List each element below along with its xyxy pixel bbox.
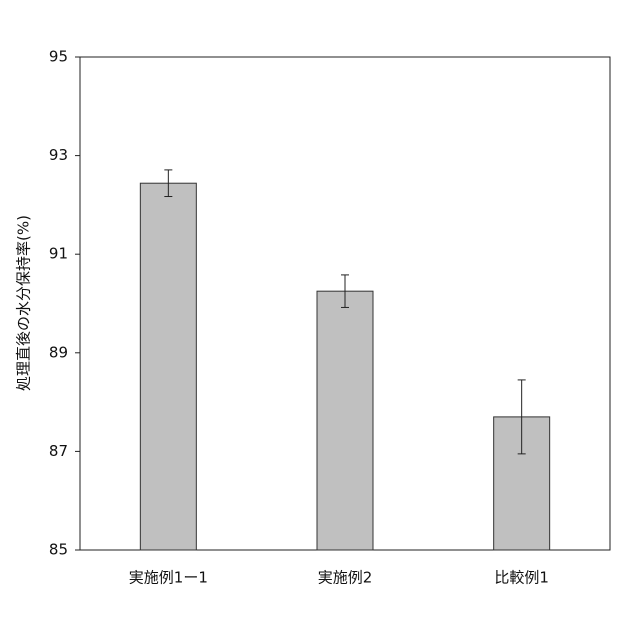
y-tick-label: 95 xyxy=(49,48,68,66)
bar xyxy=(140,183,196,550)
chart: 処理直後の水分保持率(%) 85 87 89 91 93 95 実施例1ー1 実施例2 比較例1 xyxy=(0,0,640,640)
y-tick-label: 93 xyxy=(49,146,68,164)
y-tick-label: 91 xyxy=(49,245,68,263)
x-tick-label: 比較例1 xyxy=(494,569,549,587)
x-tick-label: 実施例2 xyxy=(318,569,373,587)
y-axis-label: 処理直後の水分保持率(%) xyxy=(15,215,33,391)
y-tick-label: 85 xyxy=(49,541,68,559)
page: 処理直後の水分保持率(%) 85 87 89 91 93 95 実施例1ー1 実施例2 比較例1… xyxy=(0,0,640,644)
y-tick-label: 89 xyxy=(49,343,68,361)
x-tick-label: 実施例1ー1 xyxy=(129,569,208,587)
bar xyxy=(317,291,373,550)
y-tick-label: 87 xyxy=(49,442,68,460)
